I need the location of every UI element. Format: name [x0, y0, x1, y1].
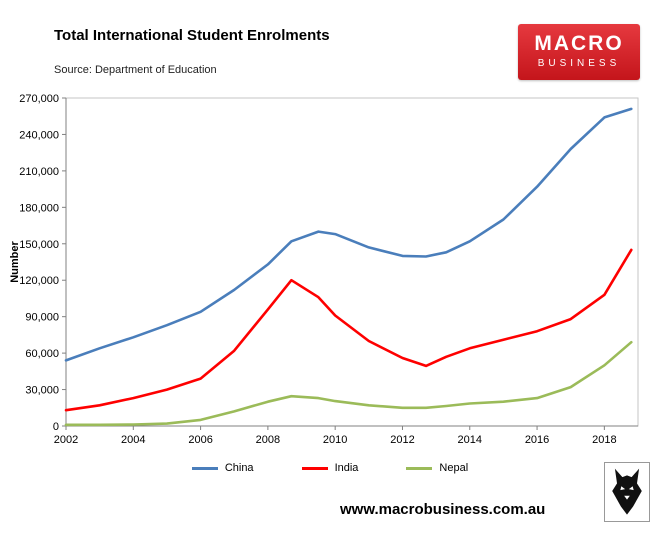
svg-text:180,000: 180,000 — [19, 202, 59, 214]
wolf-logo — [604, 462, 650, 522]
legend-swatch-nepal — [406, 466, 433, 470]
svg-text:2008: 2008 — [256, 434, 280, 446]
legend-label-nepal: Nepal — [439, 462, 469, 474]
legend-swatch-india — [301, 466, 328, 470]
svg-text:0: 0 — [53, 421, 59, 433]
chart-title: Total International Student Enrolments — [54, 27, 330, 44]
legend-item-india: India — [301, 462, 359, 474]
svg-text:Number: Number — [9, 241, 21, 283]
website-url: www.macrobusiness.com.au — [340, 501, 546, 518]
svg-text:2018: 2018 — [592, 434, 616, 446]
svg-text:30,000: 30,000 — [25, 385, 59, 397]
svg-text:240,000: 240,000 — [19, 129, 59, 141]
legend-label-china: China — [224, 462, 254, 474]
enrolments-line-chart: 0 30,000 60,000 90,000 120,000 150,000 180,000… — [9, 93, 639, 446]
svg-text:2010: 2010 — [323, 434, 347, 446]
svg-text:2002: 2002 — [54, 434, 78, 446]
legend-swatch-china — [191, 466, 218, 470]
svg-text:90,000: 90,000 — [25, 312, 59, 324]
legend-item-nepal: Nepal — [406, 462, 468, 474]
chart-source: Source: Department of Education — [54, 64, 217, 76]
svg-text:2012: 2012 — [390, 434, 414, 446]
svg-text:150,000: 150,000 — [19, 239, 59, 251]
svg-text:2016: 2016 — [525, 434, 549, 446]
legend-label-india: India — [334, 462, 359, 474]
svg-text:2014: 2014 — [458, 434, 482, 446]
svg-text:60,000: 60,000 — [25, 348, 59, 360]
chart-legend: China India Nepal — [0, 462, 660, 474]
macrobusiness-logo: MACRO BUSINESS — [518, 24, 640, 80]
svg-text:270,000: 270,000 — [19, 93, 59, 105]
chart-area: 0 30,000 60,000 90,000 120,000 150,000 180,000… — [6, 88, 654, 455]
svg-text:210,000: 210,000 — [19, 166, 59, 178]
logo-text-macro: MACRO — [534, 32, 624, 55]
svg-text:2006: 2006 — [188, 434, 212, 446]
logo-text-business: BUSINESS — [537, 58, 621, 69]
svg-text:2004: 2004 — [121, 434, 145, 446]
svg-text:120,000: 120,000 — [19, 275, 59, 287]
legend-item-china: China — [191, 462, 254, 474]
wolf-icon — [612, 468, 642, 515]
